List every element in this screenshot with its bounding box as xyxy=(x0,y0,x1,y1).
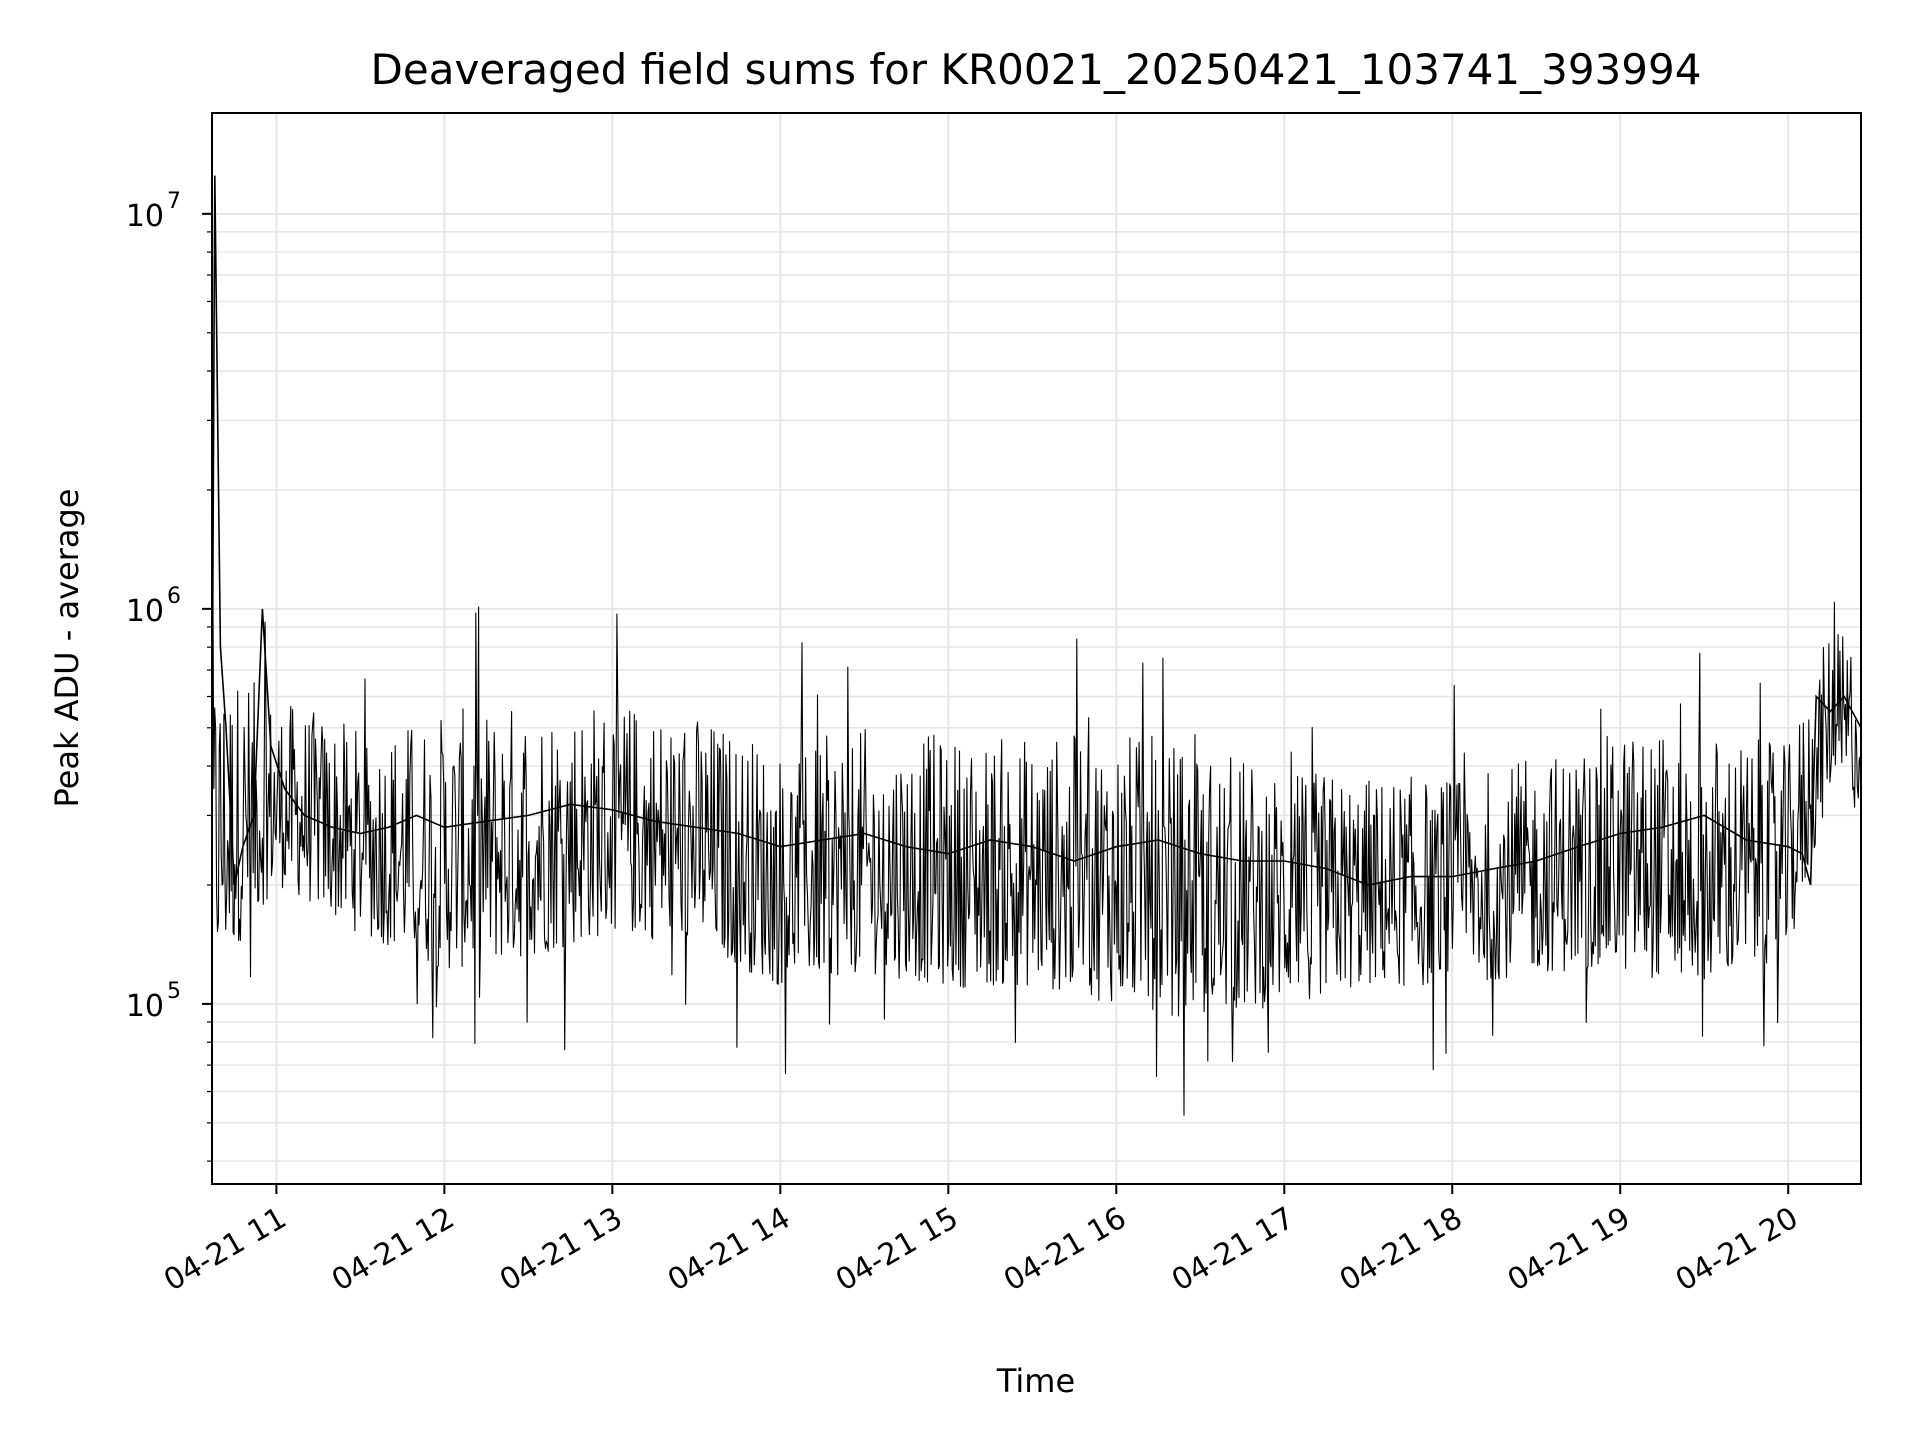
series-line xyxy=(211,175,1862,886)
y-tick-label: 10 xyxy=(126,989,164,1024)
y-tick-exponent: 5 xyxy=(167,979,181,1004)
y-tick-label: 10 xyxy=(126,199,164,234)
y-tick-exponent: 6 xyxy=(167,584,181,609)
y-tick-label: 10 xyxy=(126,594,164,629)
series-noise-line xyxy=(211,583,1862,1116)
y-tick-exponent: 7 xyxy=(167,189,181,214)
y-axis-label: Peak ADU - average xyxy=(48,489,86,808)
x-axis-label: Time xyxy=(996,1362,1075,1400)
plot-frame xyxy=(211,112,1862,1185)
chart-title: Deaveraged field sums for KR0021_2025042… xyxy=(371,45,1702,94)
data-series xyxy=(211,175,1862,1116)
